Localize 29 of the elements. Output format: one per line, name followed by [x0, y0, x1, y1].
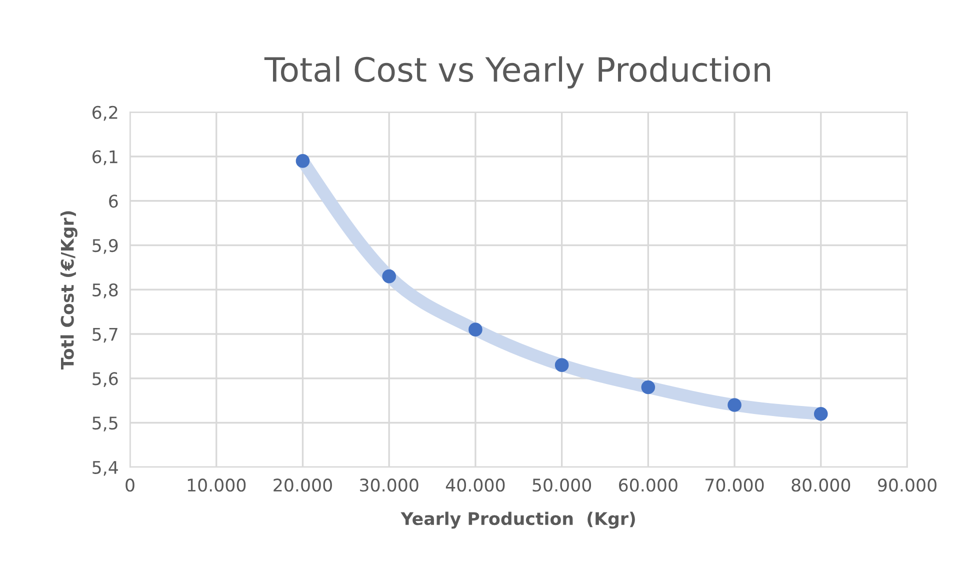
x-tick-label: 10.000: [188, 478, 246, 492]
y-tick-label: 6: [109, 194, 118, 208]
x-tick-label: 70.000: [706, 478, 764, 492]
y-tick-label: 6,2: [92, 106, 118, 121]
point: [296, 154, 310, 168]
x-tick-label: 50.000: [532, 478, 592, 492]
chart-title: Total Cost vs Yearly Production: [264, 56, 770, 89]
y-tick-label: 5,9: [92, 238, 118, 254]
point: [554, 358, 569, 372]
y-tick-label: 5,5: [92, 416, 118, 432]
y-tick-label: 6,1: [92, 150, 118, 166]
y-tick-label: 5,6: [92, 372, 118, 387]
x-tick-label: 60.000: [619, 478, 678, 492]
point: [382, 269, 396, 284]
point: [728, 398, 742, 412]
y-axis-title: Totl Cost (€/Kgr): [60, 211, 78, 370]
x-tick-label: 80.000: [792, 478, 850, 492]
y-tick-label: 5,4: [92, 461, 118, 476]
point: [468, 322, 482, 336]
x-axis-title: Yearly Production (Kgr): [400, 512, 635, 529]
x-tick-label: 90.000: [878, 478, 936, 492]
y-tick-label: 5,8: [92, 283, 118, 298]
point: [641, 380, 656, 394]
x-tick-label: 40.000: [446, 478, 505, 492]
x-tick-label: 0: [126, 478, 134, 492]
point: [814, 406, 828, 421]
x-tick-label: 30.000: [360, 478, 418, 492]
y-tick-label: 5,7: [92, 328, 118, 343]
x-tick-label: 20.000: [274, 478, 332, 492]
